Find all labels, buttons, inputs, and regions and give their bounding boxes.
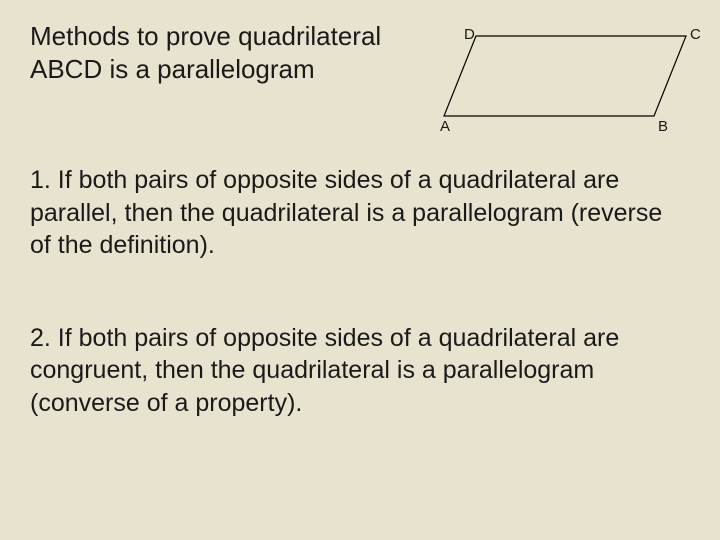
vertex-label-a: A	[440, 118, 450, 135]
vertex-label-c: C	[690, 26, 701, 43]
vertex-label-b: B	[658, 118, 668, 135]
parallelogram-shape	[444, 36, 686, 116]
slide-title: Methods to prove quadrilateral ABCD is a…	[30, 20, 430, 85]
vertex-label-d: D	[464, 26, 475, 43]
method-1-text: 1. If both pairs of opposite sides of a …	[30, 164, 690, 262]
parallelogram-diagram: D C B A	[440, 24, 700, 134]
method-2-text: 2. If both pairs of opposite sides of a …	[30, 322, 690, 420]
